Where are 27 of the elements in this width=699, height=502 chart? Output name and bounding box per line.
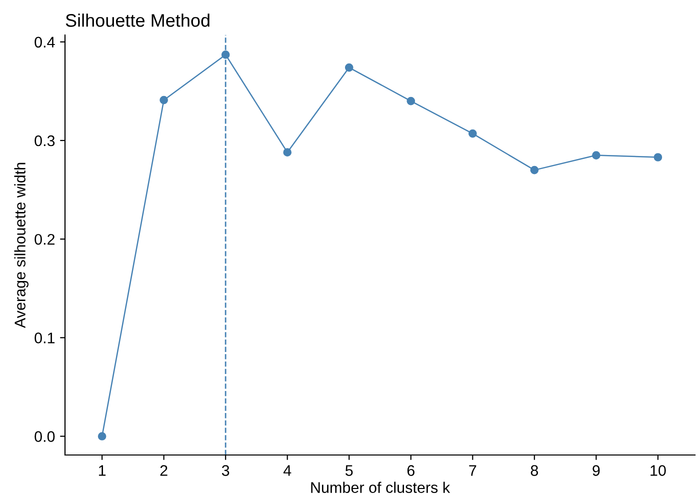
x-tick-label: 2 [160, 465, 168, 476]
y-axis-title: Average silhouette width [14, 162, 28, 328]
x-tick-label: 6 [407, 465, 414, 476]
x-tick-label: 3 [222, 465, 230, 476]
x-tick-label: 1 [98, 465, 106, 476]
point [530, 166, 539, 174]
x-tick-label: 10 [650, 465, 666, 476]
y-tick-label: 0.3 [34, 135, 55, 146]
point [160, 96, 168, 104]
x-tick-label: 8 [530, 465, 538, 476]
point [283, 148, 292, 156]
point [592, 151, 600, 160]
point [406, 96, 416, 106]
x-tick-label: 9 [592, 465, 600, 476]
y-tick-label: 0.2 [34, 234, 55, 245]
x-tick-label: 5 [345, 465, 353, 476]
chart-title: Silhouette Method [66, 14, 210, 27]
y-tick-label: 0.0 [34, 431, 55, 442]
point [344, 63, 354, 72]
y-tick-label: 0.4 [34, 36, 55, 48]
x-tick-label: 4 [283, 465, 292, 476]
x-axis-title: Number of clusters k [311, 482, 450, 493]
point [468, 129, 477, 138]
x-tick-label: 7 [469, 465, 476, 476]
y-tick-label: 0.1 [34, 332, 55, 344]
point [98, 432, 106, 440]
point [654, 153, 662, 162]
